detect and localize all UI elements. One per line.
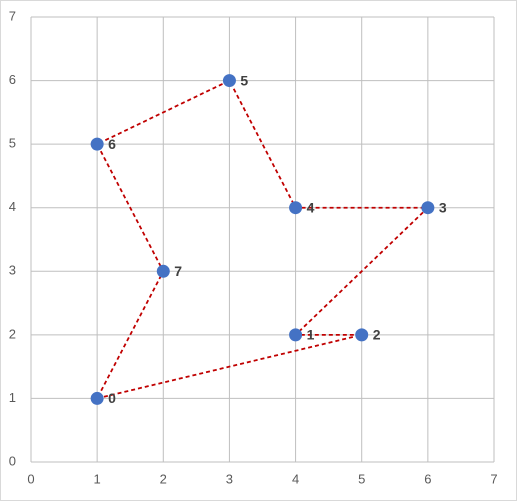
point — [90, 391, 104, 405]
point-label: 2 — [373, 327, 381, 343]
x-tick-label: 6 — [424, 471, 431, 486]
x-tick-label: 0 — [27, 471, 34, 486]
point-label: 7 — [174, 263, 182, 279]
y-tick-label: 3 — [9, 263, 16, 278]
y-tick-label: 1 — [9, 390, 16, 405]
x-tick-label: 4 — [292, 471, 299, 486]
y-tick-label: 6 — [9, 72, 16, 87]
point — [90, 137, 104, 151]
x-tick-label: 2 — [160, 471, 167, 486]
point-label: 5 — [240, 72, 248, 88]
y-tick-label: 7 — [9, 8, 16, 23]
y-tick-label: 5 — [9, 136, 16, 151]
point — [289, 328, 303, 342]
y-tick-label: 4 — [9, 199, 16, 214]
point-label: 3 — [439, 199, 447, 215]
point-label: 1 — [307, 327, 315, 343]
point-label: 0 — [108, 390, 116, 406]
x-tick-label: 1 — [94, 471, 101, 486]
point — [421, 201, 435, 215]
x-tick-label: 5 — [358, 471, 365, 486]
y-tick-label: 2 — [9, 326, 16, 341]
point — [156, 264, 170, 278]
point-label: 6 — [108, 136, 116, 152]
point — [289, 201, 303, 215]
point — [222, 74, 236, 88]
point — [355, 328, 369, 342]
point-label: 4 — [307, 199, 315, 215]
x-tick-label: 7 — [490, 471, 497, 486]
x-tick-label: 3 — [226, 471, 233, 486]
y-tick-label: 0 — [9, 453, 16, 468]
